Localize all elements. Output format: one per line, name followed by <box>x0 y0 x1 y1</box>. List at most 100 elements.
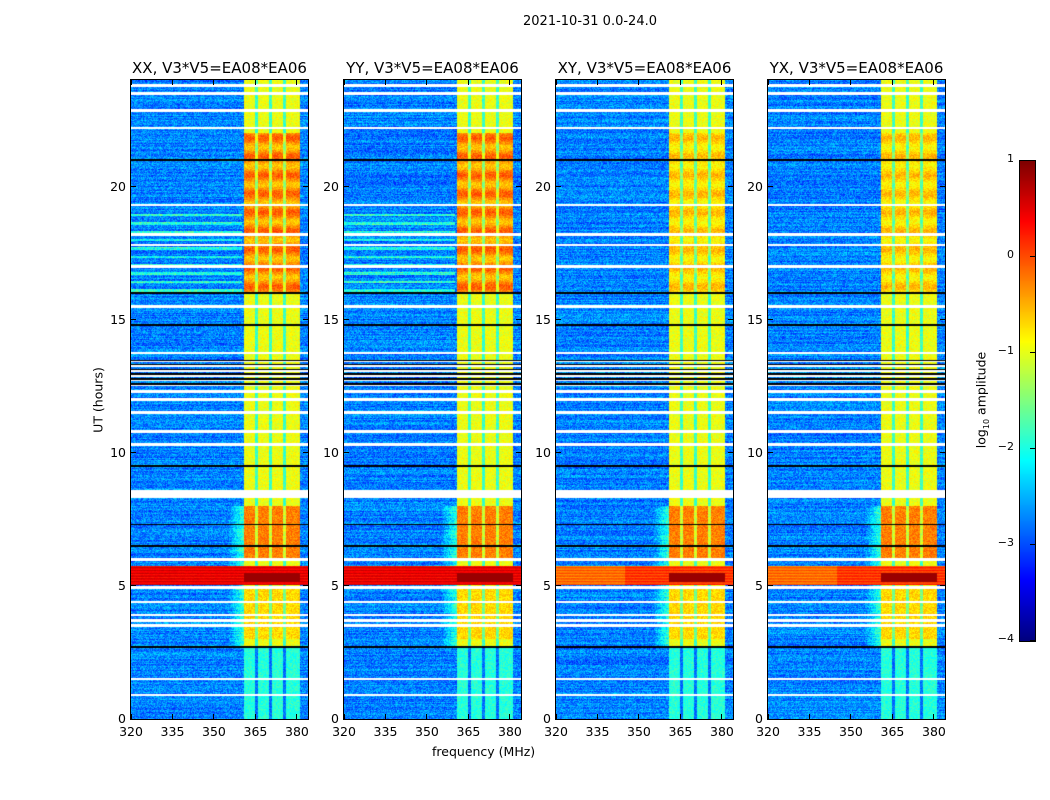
colorbar-tick-label: −4 <box>997 632 1014 645</box>
y-tick-mark <box>728 319 733 321</box>
x-tick-mark <box>130 714 132 719</box>
y-tick-label: 20 <box>110 178 126 194</box>
x-tick-mark <box>426 80 428 85</box>
x-tick-mark <box>638 80 640 85</box>
colorbar-tick-mark <box>1030 160 1035 161</box>
y-tick-mark <box>303 585 308 587</box>
y-tick-mark <box>728 452 733 454</box>
y-tick-mark <box>303 718 308 720</box>
panel-title-xx: XX, V3*V5=EA08*EA06 <box>132 59 307 77</box>
colorbar-tick-label: −3 <box>997 536 1014 549</box>
panel-title-xy: XY, V3*V5=EA08*EA06 <box>557 59 732 77</box>
y-tick-mark <box>940 585 945 587</box>
heatmap-panel-yy <box>343 79 522 720</box>
x-tick-mark <box>467 80 469 85</box>
y-tick-mark <box>940 186 945 187</box>
y-tick-label: 5 <box>755 577 763 593</box>
x-tick-label: 365 <box>456 724 481 739</box>
y-tick-mark <box>344 718 349 720</box>
colorbar-tick-mark <box>1030 352 1035 353</box>
x-tick-mark <box>933 80 935 85</box>
y-tick-mark <box>728 718 733 720</box>
x-tick-mark <box>850 714 852 719</box>
x-tick-label: 350 <box>202 724 226 739</box>
x-tick-mark <box>343 80 345 85</box>
x-tick-mark <box>130 80 132 85</box>
x-tick-label: 380 <box>285 724 309 739</box>
x-tick-mark <box>933 714 935 719</box>
colorbar-tick-mark <box>1030 544 1035 545</box>
colorbar-label: log10 amplitude <box>973 352 991 448</box>
y-tick-mark <box>728 585 733 587</box>
y-tick-label: 0 <box>755 711 763 726</box>
y-tick-label: 0 <box>118 711 126 726</box>
heatmap-panel-xx <box>130 79 309 720</box>
colorbar-label-suffix: amplitude <box>973 351 989 419</box>
colorbar-label-subscript: 10 <box>981 418 991 430</box>
y-tick-mark <box>344 186 349 187</box>
y-tick-mark <box>940 718 945 720</box>
x-tick-mark <box>679 80 681 85</box>
x-tick-mark <box>767 714 769 719</box>
colorbar-tick-label: −2 <box>997 440 1014 453</box>
y-tick-label: 15 <box>747 311 763 327</box>
x-tick-mark <box>891 714 893 719</box>
y-tick-label: 20 <box>747 178 763 194</box>
y-tick-label: 15 <box>323 311 339 327</box>
y-tick-label: 0 <box>331 711 339 726</box>
x-tick-mark <box>596 714 598 719</box>
colorbar-tick-mark <box>1030 256 1035 257</box>
x-tick-mark <box>679 714 681 719</box>
x-tick-mark <box>384 714 386 719</box>
x-tick-mark <box>850 80 852 85</box>
x-tick-mark <box>213 714 215 719</box>
x-tick-mark <box>891 80 893 85</box>
colorbar-label-prefix: log <box>973 429 989 449</box>
x-tick-mark <box>721 714 723 719</box>
y-tick-mark <box>516 585 521 587</box>
y-tick-mark <box>556 186 561 187</box>
x-tick-label: 335 <box>373 724 398 739</box>
x-tick-mark <box>343 714 345 719</box>
x-tick-mark <box>254 714 256 719</box>
x-tick-mark <box>171 80 173 85</box>
y-tick-mark <box>728 186 733 187</box>
y-axis-label: UT (hours) <box>90 367 106 433</box>
heatmap-image <box>556 80 733 719</box>
x-tick-mark <box>509 714 511 719</box>
x-tick-mark <box>596 80 598 85</box>
x-tick-label: 320 <box>756 724 780 739</box>
x-tick-mark <box>171 714 173 719</box>
y-tick-mark <box>131 452 136 454</box>
x-tick-label: 320 <box>332 724 356 739</box>
colorbar-tick-mark <box>1030 640 1035 641</box>
y-tick-label: 15 <box>535 311 551 327</box>
y-tick-mark <box>516 186 521 187</box>
y-tick-label: 10 <box>535 444 551 460</box>
y-tick-mark <box>556 585 561 587</box>
y-tick-mark <box>303 319 308 321</box>
x-tick-mark <box>296 714 298 719</box>
y-tick-mark <box>303 186 308 187</box>
x-tick-label: 320 <box>544 724 568 739</box>
x-tick-label: 365 <box>243 724 268 739</box>
heatmap-image <box>768 80 945 719</box>
colorbar-tick-label: 1 <box>1007 152 1014 165</box>
y-tick-mark <box>344 585 349 587</box>
y-tick-mark <box>768 186 773 187</box>
y-tick-label: 20 <box>323 178 339 194</box>
x-tick-mark <box>555 80 557 85</box>
x-tick-mark <box>296 80 298 85</box>
y-tick-label: 0 <box>543 711 551 726</box>
heatmap-panel-yx <box>767 79 946 720</box>
y-tick-mark <box>131 718 136 720</box>
x-tick-mark <box>721 80 723 85</box>
y-tick-label: 5 <box>331 577 339 593</box>
heatmap-image <box>131 80 308 719</box>
x-tick-label: 365 <box>668 724 693 739</box>
heatmap-image <box>344 80 521 719</box>
x-tick-label: 380 <box>498 724 522 739</box>
x-tick-label: 335 <box>585 724 610 739</box>
x-tick-mark <box>254 80 256 85</box>
